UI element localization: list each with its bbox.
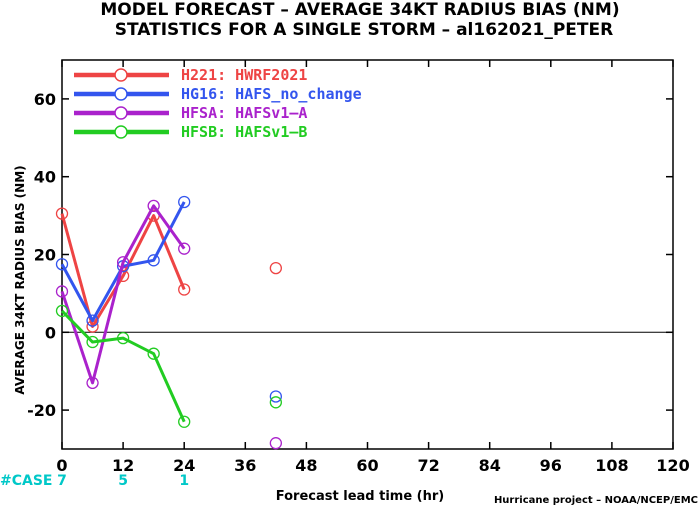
- series-hfsa: [55, 199, 283, 450]
- x-tick-label: 48: [295, 456, 317, 475]
- chart-subtitle: STATISTICS FOR A SINGLE STORM – al162021…: [115, 20, 613, 40]
- x-axis: 0 12 24 36 48 60 72 84 96 108 120: [56, 60, 690, 475]
- data-point: [86, 335, 99, 349]
- x-tick-label: 60: [356, 456, 378, 475]
- x-tick-label: 96: [540, 456, 562, 475]
- series-hfsb: [55, 304, 283, 428]
- legend-label: HFSB: HAFSv1–B: [181, 123, 307, 141]
- data-point: [147, 347, 160, 360]
- data-point: [116, 331, 130, 345]
- case-label: #CASE: [0, 473, 53, 489]
- x-tick-label: 72: [417, 456, 439, 475]
- y-axis-label: AVERAGE 34KT RADIUS BIAS (NM): [13, 165, 27, 394]
- legend-marker: [114, 125, 128, 139]
- legend-item-hg16: HG16: HAFS_no_change: [74, 85, 362, 103]
- data-point: [269, 261, 283, 275]
- series-line: [60, 309, 186, 423]
- y-tick-label: 0: [45, 323, 56, 342]
- legend-label: HFSA: HAFSv1–A: [181, 104, 307, 122]
- legend-marker: [114, 106, 128, 120]
- case-count: 7: [57, 473, 67, 489]
- y-axis: -20 0 20 40 60: [27, 90, 673, 420]
- x-tick-label: 12: [112, 456, 134, 475]
- data-point: [55, 285, 69, 298]
- data-point: [55, 258, 69, 271]
- y-tick-label: 40: [34, 168, 56, 187]
- case-counts: 7 5 1: [57, 473, 189, 489]
- legend-label: H221: HWRF2021: [181, 66, 307, 84]
- legend-item-h221: H221: HWRF2021: [74, 66, 307, 84]
- x-tick-label: 36: [234, 456, 256, 475]
- data-point: [55, 207, 69, 220]
- x-tick-label: 84: [479, 456, 501, 475]
- data-point: [178, 415, 191, 428]
- series-line: [60, 204, 186, 385]
- x-tick-label: 24: [173, 456, 195, 475]
- data-point: [147, 199, 160, 213]
- data-point: [178, 283, 191, 296]
- case-count: 1: [179, 473, 189, 489]
- x-axis-label: Forecast lead time (hr): [276, 489, 444, 504]
- legend-marker: [114, 87, 128, 101]
- data-point: [269, 437, 283, 450]
- data-point: [269, 396, 283, 409]
- data-point: [178, 195, 191, 209]
- x-tick-label: 108: [595, 456, 628, 475]
- legend-item-hfsa: HFSA: HAFSv1–A: [74, 104, 307, 122]
- y-tick-label: 60: [34, 90, 56, 109]
- data-point: [55, 304, 69, 318]
- case-count: 5: [118, 473, 128, 489]
- legend-item-hfsb: HFSB: HAFSv1–B: [74, 123, 307, 141]
- credit-text: Hurricane project – NOAA/NCEP/EMC: [494, 495, 698, 506]
- chart-title: MODEL FORECAST – AVERAGE 34KT RADIUS BIA…: [100, 0, 619, 20]
- y-tick-label: 20: [34, 246, 56, 265]
- legend-label: HG16: HAFS_no_change: [181, 85, 362, 103]
- y-tick-label: -20: [27, 401, 56, 420]
- data-point: [116, 256, 130, 269]
- data-point: [147, 254, 160, 267]
- data-point: [269, 390, 283, 403]
- data-point: [178, 242, 191, 255]
- series-layer: [55, 195, 283, 450]
- data-point: [86, 376, 99, 390]
- legend-marker: [114, 68, 128, 82]
- data-point: [86, 314, 99, 327]
- x-tick-label: 0: [56, 456, 67, 475]
- x-tick-label: 120: [656, 456, 689, 475]
